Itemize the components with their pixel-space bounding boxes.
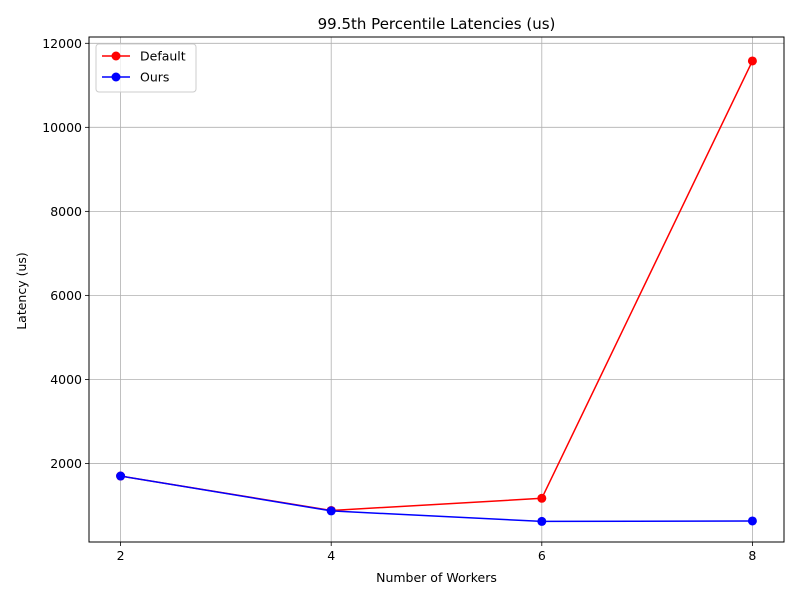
- plot-frame: [88, 36, 785, 543]
- x-tick-label: 4: [327, 548, 335, 563]
- x-tick-label: 8: [748, 548, 756, 563]
- data-point-ours: [326, 506, 336, 516]
- x-tick-label: 2: [117, 548, 125, 563]
- legend-label-default: Default: [140, 49, 186, 64]
- data-point-ours: [116, 471, 126, 481]
- legend: Default Ours: [95, 43, 197, 93]
- x-axis-label: Number of Workers: [376, 570, 497, 585]
- chart-title: 99.5th Percentile Latencies (us): [318, 15, 556, 33]
- series-line-ours: [120, 475, 753, 523]
- data-point-ours: [747, 516, 757, 526]
- y-tick-label: 8000: [50, 204, 82, 219]
- x-tick-label: 6: [538, 548, 546, 563]
- legend-label-ours: Ours: [140, 70, 169, 85]
- y-tick-label: 4000: [50, 372, 82, 387]
- y-tick-label: 12000: [42, 36, 82, 51]
- legend-marker-default: [111, 51, 121, 61]
- y-axis-label: Latency (us): [14, 252, 29, 330]
- y-tick-label: 2000: [50, 456, 82, 471]
- data-point-ours: [537, 516, 547, 526]
- ticks: 2 4 6 8 2000 4000 6000 8000 10000 12000: [42, 36, 756, 563]
- data-point-default: [537, 493, 547, 503]
- series-layer: [116, 56, 757, 526]
- y-tick-label: 6000: [50, 288, 82, 303]
- grid: [89, 37, 784, 542]
- legend-marker-ours: [111, 72, 121, 82]
- data-point-default: [747, 56, 757, 66]
- y-tick-label: 10000: [42, 120, 82, 135]
